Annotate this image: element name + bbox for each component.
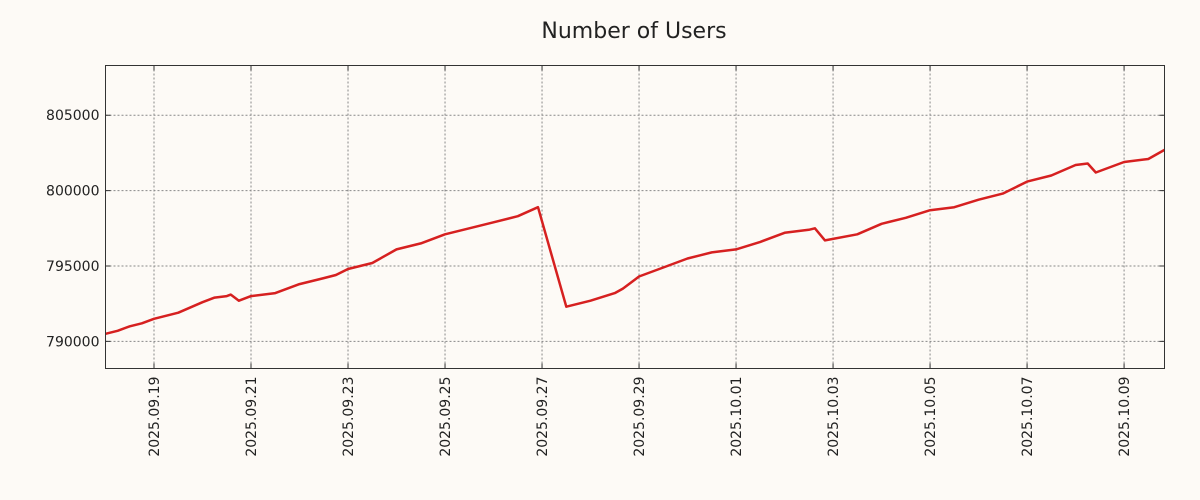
x-tick-label: 2025.10.05 [923,377,939,457]
series-line [105,148,1166,336]
x-tick-label: 2025.09.27 [535,377,551,457]
plot-frame [105,65,1165,369]
y-tick-label: 805000 [46,108,99,124]
y-tick-label: 795000 [46,259,99,275]
x-tick-label: 2025.09.19 [147,377,163,457]
grid [105,65,1165,369]
y-tick-label: 790000 [46,334,99,350]
x-tick-label: 2025.10.03 [826,377,842,457]
x-tick-label: 2025.10.01 [729,377,745,457]
axes: 790000 795000 800000 805000 2025.09.19 2025.0… [46,65,1165,457]
x-tick-label: 2025.09.29 [632,377,648,457]
x-tick-label: 2025.09.21 [244,377,260,457]
x-tick-label: 2025.10.09 [1117,377,1133,457]
series-layer [105,148,1166,336]
x-tick-label: 2025.09.25 [438,377,454,457]
x-tick-label: 2025.09.23 [341,377,357,457]
chart-title: Number of Users [541,19,726,44]
x-tick-label: 2025.10.07 [1020,377,1036,457]
y-tick-label: 800000 [46,184,99,200]
